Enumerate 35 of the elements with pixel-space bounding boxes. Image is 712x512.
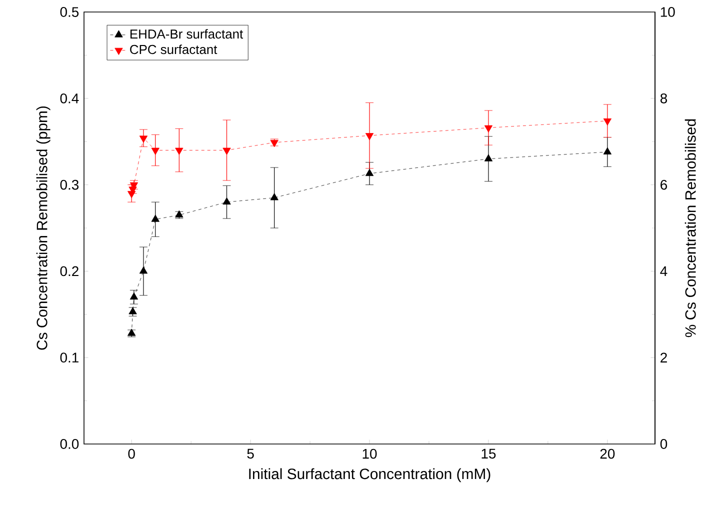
- point: [139, 266, 148, 274]
- point: [130, 292, 138, 300]
- point: [222, 197, 231, 205]
- point: [270, 193, 278, 200]
- point: [484, 125, 493, 132]
- legend-label: EHDA-Br surfactant: [130, 29, 244, 39]
- x-tick-label: 20: [600, 448, 615, 459]
- x-tick-label: 5: [247, 448, 254, 459]
- point: [603, 118, 612, 126]
- y-tick-label: 0.3: [60, 180, 79, 190]
- point: [139, 136, 148, 143]
- y-tick-label: 0.0: [60, 439, 79, 449]
- y2-tick-label: 6: [660, 180, 668, 190]
- y-tick-label: 0.5: [60, 7, 79, 17]
- y2-tick-label: 4: [660, 266, 668, 276]
- point: [175, 148, 184, 155]
- point: [365, 133, 374, 140]
- x-axis-title: Initial Surfactant Concentration (mM): [249, 468, 490, 482]
- point: [222, 148, 231, 155]
- y-axis-title: Cs Concentration Remobilised (ppm): [36, 106, 50, 350]
- y-tick-label: 0.1: [60, 352, 78, 363]
- x-tick-label: 15: [482, 448, 496, 459]
- y2-tick-label: 10: [660, 7, 675, 17]
- point: [128, 307, 137, 314]
- y2-tick-label: 0: [660, 439, 668, 449]
- x-tick-label: 10: [362, 448, 377, 459]
- legend-label: CPC surfactant: [130, 44, 218, 54]
- point: [151, 148, 160, 155]
- point: [151, 214, 160, 222]
- y2-tick-label: 2: [660, 352, 667, 362]
- x-tick-label: 0: [128, 448, 135, 459]
- y2-tick-label: 8: [660, 93, 668, 104]
- y2-axis-title: % Cs Concentration Remobilised: [684, 119, 696, 338]
- y-tick-label: 0.4: [60, 93, 79, 104]
- y-tick-label: 0.2: [60, 266, 78, 276]
